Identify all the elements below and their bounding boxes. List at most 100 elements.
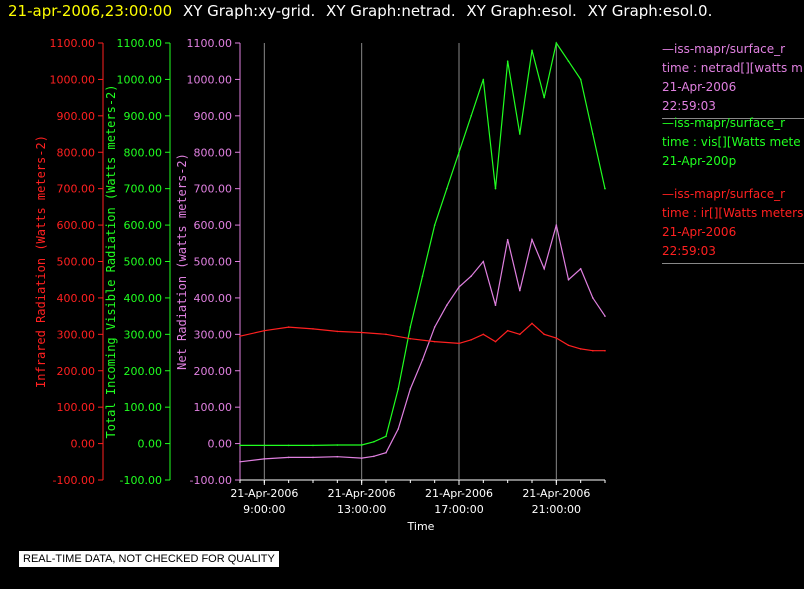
legend-entry-ir[interactable]: —iss-mapr/surface_r time : ir[][Watts me… bbox=[662, 185, 804, 264]
data-point-netrad bbox=[433, 326, 436, 328]
data-point-vis bbox=[567, 60, 570, 63]
series-line-ir bbox=[239, 322, 605, 352]
y-tick-label: 100.00 bbox=[124, 401, 163, 414]
data-point-vis bbox=[336, 444, 339, 446]
data-point-netrad bbox=[409, 388, 412, 390]
data-point-netrad bbox=[555, 224, 558, 226]
y-tick-label: 1100.00 bbox=[50, 37, 96, 50]
x-tick-date: 21-Apr-2006 bbox=[230, 487, 298, 500]
data-point-ir bbox=[531, 322, 533, 325]
data-point-ir bbox=[567, 344, 570, 347]
data-point-netrad bbox=[567, 278, 570, 281]
data-point-vis bbox=[421, 275, 424, 277]
legend-title: —iss-mapr/surface_r bbox=[662, 187, 786, 201]
data-point-ir bbox=[360, 331, 363, 334]
y-axis-label-net: Net Radiation (watts meters-2) bbox=[175, 153, 189, 370]
legend-divider bbox=[662, 118, 804, 119]
series-line-vis bbox=[240, 41, 606, 446]
y-tick-label: 500.00 bbox=[124, 256, 163, 269]
y-tick-label: 200.00 bbox=[194, 365, 233, 378]
y-tick-label: 900.00 bbox=[57, 110, 96, 123]
y-tick-label: 200.00 bbox=[57, 365, 96, 378]
y-tick-label: 400.00 bbox=[124, 292, 163, 305]
y-tick-label: 700.00 bbox=[124, 183, 163, 196]
y-tick-label: 500.00 bbox=[57, 256, 96, 269]
graph-name-3[interactable]: XY Graph:esol. bbox=[466, 2, 577, 20]
legend-title: —iss-mapr/surface_r bbox=[662, 116, 786, 130]
data-point-netrad bbox=[336, 455, 339, 458]
data-point-netrad bbox=[312, 456, 314, 459]
data-point-vis bbox=[287, 444, 290, 447]
data-point-ir bbox=[494, 340, 497, 343]
data-point-ir bbox=[482, 333, 485, 336]
y-tick-label: 900.00 bbox=[194, 110, 233, 123]
y-tick-label: 0.00 bbox=[208, 438, 233, 451]
data-point-ir bbox=[385, 333, 387, 336]
y-tick-label: 1100.00 bbox=[117, 37, 163, 50]
data-point-vis bbox=[360, 444, 363, 446]
data-point-vis bbox=[373, 440, 375, 443]
data-point-netrad bbox=[263, 458, 266, 460]
data-point-vis bbox=[397, 388, 399, 390]
data-point-netrad bbox=[506, 238, 509, 241]
data-point-ir bbox=[543, 333, 545, 336]
y-tick-label: 1000.00 bbox=[187, 73, 233, 86]
y-tick-label: 0.00 bbox=[138, 438, 163, 451]
legend-time: 22:59:03 bbox=[662, 99, 716, 113]
data-point-netrad bbox=[519, 289, 521, 292]
y-tick-label: 100.00 bbox=[57, 401, 96, 414]
y-tick-label: 600.00 bbox=[124, 219, 163, 232]
y-tick-label: -100.00 bbox=[53, 474, 95, 487]
data-point-vis bbox=[506, 60, 509, 63]
legend-divider bbox=[662, 263, 804, 264]
data-point-netrad bbox=[579, 267, 582, 270]
y-tick-label: 1100.00 bbox=[187, 37, 233, 50]
x-tick-date: 21-Apr-2006 bbox=[328, 487, 396, 500]
y-tick-label: 700.00 bbox=[57, 183, 96, 196]
data-point-ir bbox=[579, 348, 582, 350]
legend-variable: time : vis[][Watts mete bbox=[662, 135, 801, 149]
data-point-ir bbox=[519, 333, 521, 336]
data-point-ir bbox=[470, 338, 472, 341]
data-point-ir bbox=[555, 337, 558, 339]
data-point-netrad bbox=[373, 455, 375, 458]
series-line-netrad bbox=[239, 224, 606, 463]
y-tick-label: 200.00 bbox=[124, 365, 163, 378]
legend-entry-vis[interactable]: —iss-mapr/surface_r time : vis[][Watts m… bbox=[662, 114, 804, 190]
data-point-vis bbox=[458, 151, 460, 154]
graph-name-2[interactable]: XY Graph:netrad. bbox=[326, 2, 456, 20]
data-point-ir bbox=[312, 328, 314, 330]
legend-variable: time : ir[][Watts meters bbox=[662, 206, 804, 220]
data-point-vis bbox=[433, 224, 436, 226]
y-tick-label: -100.00 bbox=[120, 474, 162, 487]
y-tick-label: 800.00 bbox=[194, 146, 233, 159]
data-point-netrad bbox=[397, 428, 399, 430]
y-tick-label: 0.00 bbox=[71, 438, 96, 451]
chart-header: 21-apr-2006,23:00:00 XY Graph:xy-grid. X… bbox=[8, 2, 712, 20]
y-tick-label: 900.00 bbox=[124, 110, 163, 123]
graph-name-1[interactable]: XY Graph:xy-grid. bbox=[182, 2, 316, 20]
data-point-netrad bbox=[470, 275, 472, 277]
y-tick-label: 800.00 bbox=[57, 146, 96, 159]
y-tick-label: 300.00 bbox=[124, 328, 163, 341]
data-point-ir bbox=[506, 329, 509, 332]
graph-name-4[interactable]: XY Graph:esol.0. bbox=[587, 2, 713, 20]
legend-title: —iss-mapr/surface_r bbox=[662, 42, 786, 56]
data-point-netrad bbox=[421, 359, 424, 361]
x-tick-time: 9:00:00 bbox=[243, 503, 285, 516]
data-point-ir bbox=[336, 330, 339, 333]
data-point-ir bbox=[263, 329, 266, 332]
x-tick-time: 21:00:00 bbox=[532, 503, 581, 516]
legend-entry-netrad[interactable]: —iss-mapr/surface_r time : netrad[][watt… bbox=[662, 40, 804, 119]
y-tick-label: 300.00 bbox=[57, 328, 96, 341]
y-tick-label: 1000.00 bbox=[117, 73, 163, 86]
data-point-vis bbox=[482, 78, 485, 81]
legend-date: 21-Apr-200p bbox=[662, 154, 737, 168]
legend-date: 21-Apr-2006 bbox=[662, 80, 737, 94]
data-point-vis bbox=[543, 96, 545, 99]
data-point-vis bbox=[592, 133, 594, 135]
data-point-vis bbox=[263, 444, 266, 447]
quality-notice: REAL-TIME DATA, NOT CHECKED FOR QUALITY bbox=[19, 551, 279, 567]
y-tick-label: 800.00 bbox=[124, 146, 163, 159]
data-point-ir bbox=[604, 349, 606, 352]
